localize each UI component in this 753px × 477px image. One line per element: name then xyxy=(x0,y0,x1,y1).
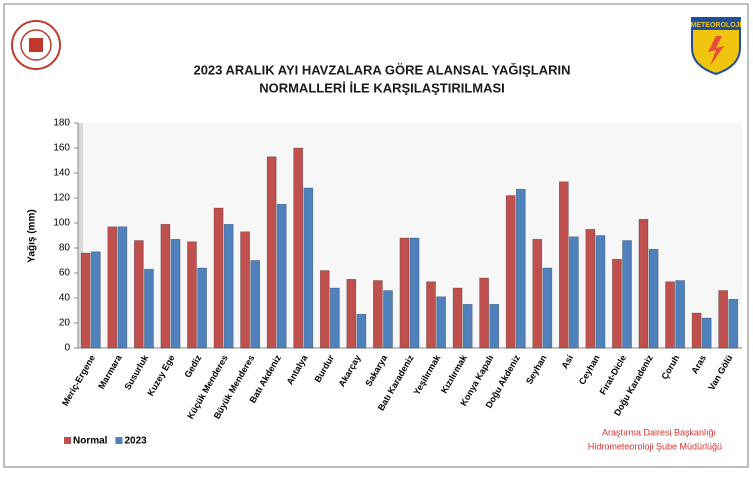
bar xyxy=(170,238,181,349)
bar xyxy=(250,260,261,349)
bar xyxy=(558,181,569,349)
bar xyxy=(399,237,410,349)
bar xyxy=(197,267,207,349)
bar xyxy=(240,231,250,349)
left-logo xyxy=(11,20,61,70)
bar xyxy=(648,248,659,349)
bar xyxy=(373,280,383,349)
y-tick-label: 180 xyxy=(53,118,70,129)
bar xyxy=(452,287,463,349)
y-tick-label: 60 xyxy=(59,268,71,279)
bar xyxy=(489,303,500,349)
bar xyxy=(90,251,101,349)
bar xyxy=(505,195,516,349)
legend-label: 2023 xyxy=(124,436,147,447)
bar xyxy=(612,258,622,349)
bar xyxy=(665,281,675,349)
bar xyxy=(223,223,234,349)
bar xyxy=(117,226,128,349)
bar xyxy=(462,303,473,349)
bar xyxy=(330,287,340,349)
y-tick-label: 40 xyxy=(59,293,71,304)
bar xyxy=(542,267,553,349)
bar xyxy=(409,237,420,349)
bar xyxy=(701,317,712,349)
bar xyxy=(479,277,489,349)
legend-label: Normal xyxy=(73,436,108,447)
bar xyxy=(134,240,144,349)
footer: Hidrometeoroloji Şube Müdürlüğü xyxy=(588,441,722,451)
y-tick-label: 160 xyxy=(53,143,70,154)
bar xyxy=(383,290,393,349)
y-tick-label: 20 xyxy=(59,318,71,329)
bar xyxy=(595,235,606,349)
bar xyxy=(585,228,596,349)
bar xyxy=(436,296,446,349)
bar xyxy=(718,290,729,349)
bar xyxy=(426,281,436,349)
bar xyxy=(356,313,367,349)
bar xyxy=(346,278,357,349)
bar xyxy=(638,218,649,349)
bar xyxy=(160,223,171,349)
bar xyxy=(622,240,632,349)
logo-text: METEOROLOJİ xyxy=(691,21,742,29)
bar xyxy=(691,312,702,349)
bar xyxy=(144,268,154,349)
bar xyxy=(293,147,304,349)
chart-title: 2023 ARALIK AYI HAVZALARA GÖRE ALANSAL Y… xyxy=(193,62,570,77)
bar xyxy=(187,241,197,349)
bar xyxy=(266,156,277,349)
y-axis-label: Yağış (mm) xyxy=(27,209,38,262)
bar xyxy=(569,236,579,349)
y-tick-label: 140 xyxy=(53,168,70,179)
bar xyxy=(532,238,543,349)
legend-swatch xyxy=(115,437,123,444)
wall-edge xyxy=(78,123,83,348)
bar xyxy=(303,187,314,349)
bar xyxy=(675,280,685,349)
legend-swatch xyxy=(64,437,71,444)
footer: Araştırma Dairesi Başkanlığı xyxy=(602,427,716,437)
bar xyxy=(276,203,287,349)
bar xyxy=(319,270,330,349)
y-tick-label: 0 xyxy=(64,343,70,354)
y-tick-label: 80 xyxy=(59,243,71,254)
bar xyxy=(80,252,91,349)
y-tick-label: 120 xyxy=(53,193,70,204)
bar xyxy=(213,207,224,349)
bar xyxy=(107,226,118,349)
right-logo: METEOROLOJİ xyxy=(691,17,742,76)
chart-title: NORMALLERİ İLE KARŞILAŞTIRILMASI xyxy=(259,80,505,95)
bar xyxy=(728,298,739,349)
bar xyxy=(515,188,526,349)
y-tick-label: 100 xyxy=(53,218,70,229)
